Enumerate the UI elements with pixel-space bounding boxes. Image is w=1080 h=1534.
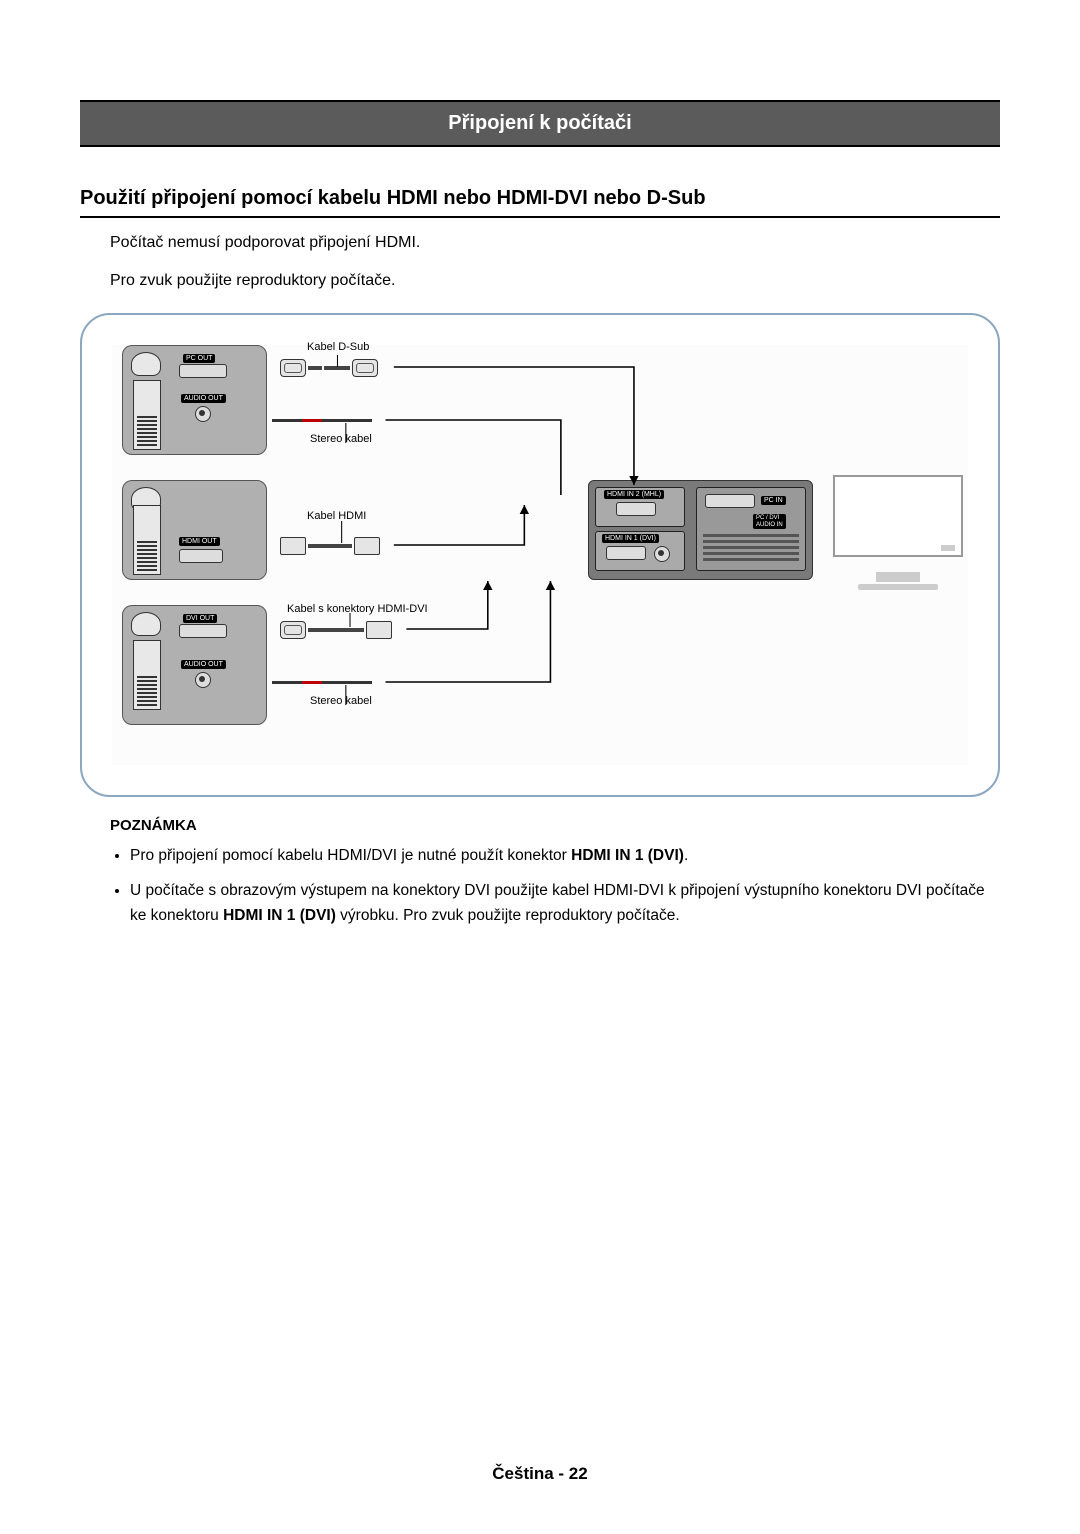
note-item: U počítače s obrazovým výstupem na konek… (130, 879, 1000, 929)
tv-back-panel: HDMI IN 2 (MHL) HDMI IN 1 (DVI) PC IN PC… (588, 480, 813, 580)
monitor-icon (828, 475, 968, 590)
pc-icon (129, 487, 171, 575)
subsection-heading: Použití připojení pomocí kabelu HDMI neb… (80, 187, 1000, 218)
hdmi-port-icon (179, 549, 223, 563)
dvi-connector-icon (280, 621, 306, 639)
port-hdmi-in-1: HDMI IN 1 (DVI) (602, 534, 659, 543)
port-pc-out: PC OUT (183, 354, 215, 363)
label-hdmi-dvi: Kabel s konektory HDMI-DVI (287, 603, 428, 615)
dsub-connector-icon (280, 359, 306, 377)
label-dsub: Kabel D-Sub (307, 341, 369, 353)
body-line-2: Pro zvuk použijte reproduktory počítače. (110, 268, 1000, 294)
port-audio-out: AUDIO OUT (181, 394, 226, 403)
port-pc-in: PC IN (761, 496, 786, 505)
source-box-hdmi: HDMI OUT (122, 480, 267, 580)
source-box-dsub: PC OUT AUDIO OUT (122, 345, 267, 455)
pc-icon (129, 612, 171, 710)
port-hdmi-in-2: HDMI IN 2 (MHL) (604, 490, 664, 499)
notes-heading: POZNÁMKA (110, 817, 1000, 834)
notes-list: Pro připojení pomocí kabelu HDMI/DVI je … (130, 844, 1000, 928)
section-title: Připojení k počítači (448, 112, 631, 134)
label-stereo-2: Stereo kabel (310, 695, 372, 707)
audio-jack-icon (195, 406, 211, 422)
dsub-connector-icon (352, 359, 378, 377)
connection-diagram: PC OUT AUDIO OUT HDMI OUT DVI OUT (112, 345, 968, 765)
port-audio-out-2: AUDIO OUT (181, 660, 226, 669)
source-box-dvi: DVI OUT AUDIO OUT (122, 605, 267, 725)
note-item: Pro připojení pomocí kabelu HDMI/DVI je … (130, 844, 1000, 869)
footer-page-number: 22 (569, 1464, 588, 1483)
audio-jack-icon (195, 672, 211, 688)
dvi-port-icon (179, 624, 227, 638)
vga-port-icon (179, 364, 227, 378)
footer-language: Čeština (492, 1464, 553, 1483)
port-pc-dvi-audio: PC / DVI AUDIO IN (753, 514, 786, 529)
stereo-cable-icon (272, 419, 372, 422)
pc-icon (129, 352, 171, 450)
hdmi-connector-icon (366, 621, 392, 639)
page-footer: Čeština - 22 (0, 1464, 1080, 1484)
hdmi-connector-icon (280, 537, 306, 555)
port-hdmi-out: HDMI OUT (179, 537, 220, 546)
diagram-frame: PC OUT AUDIO OUT HDMI OUT DVI OUT (80, 313, 1000, 797)
port-dvi-out: DVI OUT (183, 614, 217, 623)
hdmi-connector-icon (354, 537, 380, 555)
stereo-cable-icon (272, 681, 372, 684)
body-line-1: Počítač nemusí podporovat připojení HDMI… (110, 230, 1000, 256)
vent-icon (703, 534, 799, 564)
label-hdmi: Kabel HDMI (307, 510, 366, 522)
label-stereo-1: Stereo kabel (310, 433, 372, 445)
section-title-bar: Připojení k počítači (80, 100, 1000, 147)
